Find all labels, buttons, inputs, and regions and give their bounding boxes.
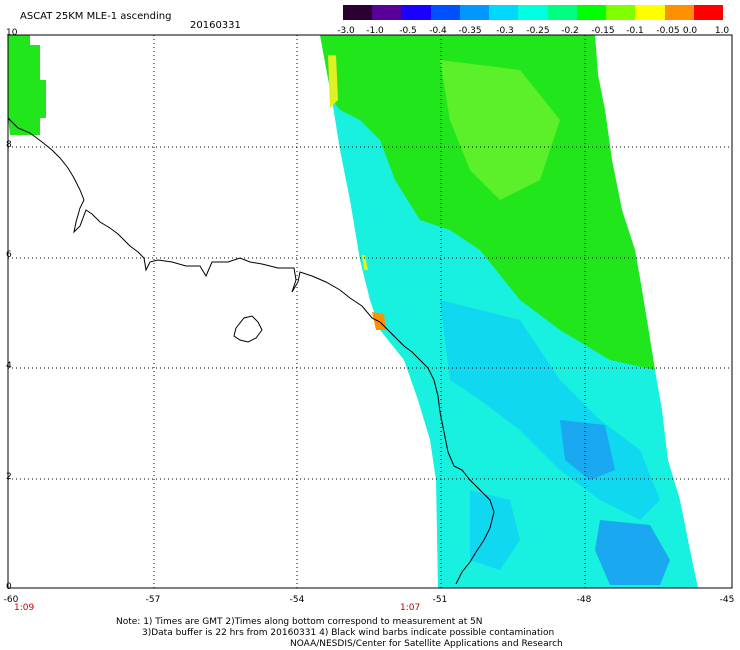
- color-scale-label: -0.2: [561, 26, 579, 36]
- lat-label-2: 2: [6, 472, 12, 482]
- lon-label-57: -57: [145, 595, 161, 605]
- island-coastline: [233, 315, 263, 343]
- swath-blue-1: [560, 420, 615, 480]
- time-label-east: 1:07: [400, 603, 421, 613]
- color-scale-labels: -3.0 -1.0 -0.5 -0.4 -0.35 -0.3 -0.25 -0.2 -0.15 -…: [330, 26, 730, 38]
- color-scale-bar: [343, 5, 724, 20]
- swath-green-light: [440, 60, 560, 200]
- color-scale-swatch: [518, 5, 548, 20]
- color-scale-label: -0.15: [591, 26, 615, 36]
- swath-yellow-north: [328, 55, 338, 108]
- lat-lon-grid: [7, 34, 733, 589]
- lon-label-54: -54: [289, 595, 305, 605]
- note-line-1: Note: 1) Times are GMT 2)Times along bot…: [116, 617, 483, 627]
- color-scale-label: -0.3: [496, 26, 514, 36]
- color-scale-label: 1.0: [714, 26, 730, 36]
- coastline: [7, 117, 495, 585]
- color-scale-label: -1.0: [366, 26, 384, 36]
- map-frame: [7, 34, 733, 589]
- lon-label-45: -45: [719, 595, 735, 605]
- color-scale-swatch: [693, 5, 724, 20]
- map-title: ASCAT 25KM MLE-1 ascending: [20, 11, 172, 22]
- note-line-2: 3)Data buffer is 22 hrs from 20160331 4)…: [142, 628, 555, 638]
- time-label-west: 1:09: [14, 603, 35, 613]
- color-scale-label: -0.4: [429, 26, 447, 36]
- scatterometer-swath: [8, 35, 698, 588]
- color-scale-swatch: [547, 5, 577, 20]
- color-scale-label: -3.0: [337, 26, 355, 36]
- swath-cyan-band: [345, 140, 440, 360]
- lon-label-48: -48: [576, 595, 592, 605]
- color-scale-swatch: [635, 5, 665, 20]
- note-line-3: NOAA/NESDIS/Center for Satellite Applica…: [290, 639, 563, 649]
- color-scale-swatch: [430, 5, 460, 20]
- lon-label-60: -60: [3, 595, 19, 605]
- lat-label-8: 8: [6, 140, 12, 150]
- map-date: 20160331: [190, 20, 241, 31]
- lat-label-0: 0: [6, 582, 12, 592]
- swath-west-patch: [8, 35, 46, 135]
- color-scale-label: -0.35: [458, 26, 482, 36]
- color-scale-label: -0.05: [656, 26, 680, 36]
- color-scale-label: -0.5: [399, 26, 417, 36]
- color-scale-swatch: [576, 5, 607, 20]
- swath-cyan-south: [470, 490, 520, 570]
- lon-label-51: -51: [432, 595, 448, 605]
- color-scale-swatch: [401, 5, 431, 20]
- color-scale-swatch: [343, 5, 373, 20]
- color-scale-swatch: [372, 5, 402, 20]
- color-scale-swatch: [664, 5, 694, 20]
- color-scale-label: -0.1: [626, 26, 644, 36]
- lat-label-4: 4: [6, 361, 12, 371]
- color-scale-swatch: [459, 5, 490, 20]
- lat-label-10: 10: [6, 28, 18, 38]
- color-scale-swatch: [606, 5, 636, 20]
- color-scale-label: 0.0: [682, 26, 698, 36]
- swath-blue-2: [595, 520, 670, 585]
- lat-label-6: 6: [6, 250, 12, 260]
- color-scale-swatch: [489, 5, 519, 20]
- swath-main-green: [320, 35, 655, 370]
- color-scale-label: -0.25: [526, 26, 550, 36]
